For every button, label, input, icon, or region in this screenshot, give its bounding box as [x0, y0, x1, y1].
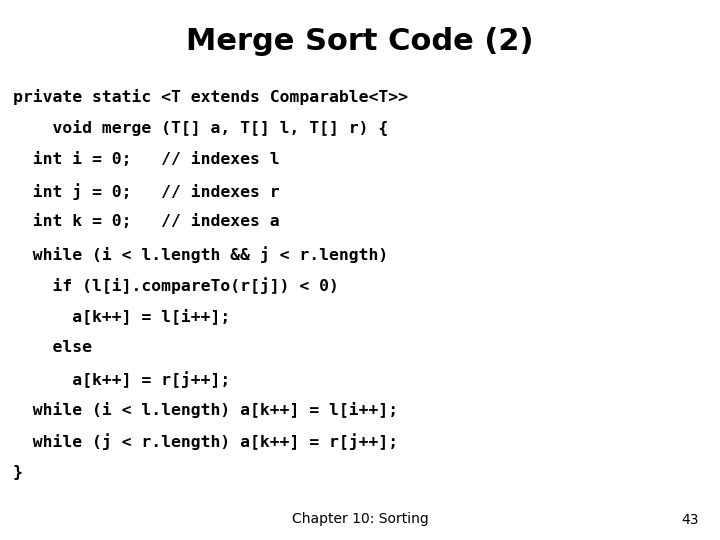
Text: }: } [13, 465, 23, 480]
Text: 43: 43 [681, 512, 698, 526]
Text: if (l[i].compareTo(r[j]) < 0): if (l[i].compareTo(r[j]) < 0) [13, 277, 339, 294]
Text: int k = 0;   // indexes a: int k = 0; // indexes a [13, 214, 279, 230]
Text: while (i < l.length) a[k++] = l[i++];: while (i < l.length) a[k++] = l[i++]; [13, 402, 398, 418]
Text: a[k++] = r[j++];: a[k++] = r[j++]; [13, 371, 230, 388]
Text: else: else [13, 340, 92, 355]
Text: int j = 0;   // indexes r: int j = 0; // indexes r [13, 183, 279, 200]
Text: Chapter 10: Sorting: Chapter 10: Sorting [292, 512, 428, 526]
Text: private static <T extends Comparable<T>>: private static <T extends Comparable<T>> [13, 89, 408, 105]
Text: a[k++] = l[i++];: a[k++] = l[i++]; [13, 308, 230, 324]
Text: int i = 0;   // indexes l: int i = 0; // indexes l [13, 152, 279, 167]
Text: while (i < l.length && j < r.length): while (i < l.length && j < r.length) [13, 246, 388, 262]
Text: while (j < r.length) a[k++] = r[j++];: while (j < r.length) a[k++] = r[j++]; [13, 434, 398, 450]
Text: Merge Sort Code (2): Merge Sort Code (2) [186, 27, 534, 56]
Text: void merge (T[] a, T[] l, T[] r) {: void merge (T[] a, T[] l, T[] r) { [13, 120, 388, 137]
